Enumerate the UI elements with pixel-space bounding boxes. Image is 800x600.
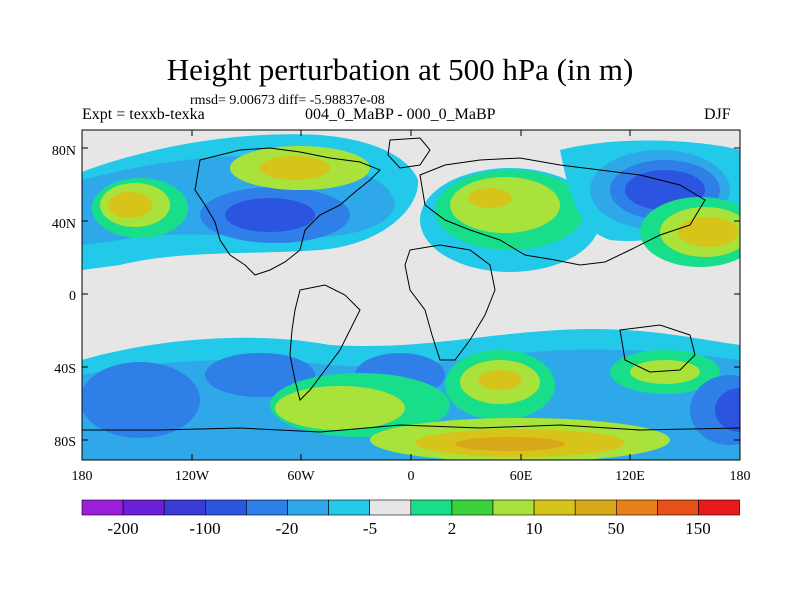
colorbar-swatch [410, 499, 453, 516]
contour-field [82, 130, 740, 460]
x-tick-label: 180 [730, 469, 751, 484]
x-tick-label: 120E [615, 469, 645, 484]
x-tick-label: 60W [287, 469, 315, 484]
x-axis-labels: 180 120W 60W 0 60E 120E 180 [72, 469, 751, 484]
coast-antarctica [82, 424, 740, 433]
colorbar-swatch [328, 499, 371, 516]
colorbar-swatch [163, 499, 206, 516]
contour-nh-low-2 [225, 198, 315, 232]
colorbar-label: 10 [526, 519, 543, 538]
contour-nh-arctic-high-2 [260, 156, 330, 180]
y-tick-label: 0 [69, 289, 76, 304]
colorbar-swatch [369, 499, 412, 516]
colorbar-label: 150 [685, 519, 711, 538]
rmsd-stats: rmsd= 9.00673 diff= -5.98837e-08 [190, 93, 385, 108]
colorbar-swatch [287, 499, 329, 516]
coast-eurasia [419, 157, 706, 266]
x-tick-label: 0 [408, 469, 415, 484]
contour-sh-high-2c [478, 370, 522, 390]
colorbar-swatch [451, 499, 494, 516]
colorbar-label: -100 [189, 519, 220, 538]
coast-africa [404, 244, 496, 361]
contour-sh-low-east-2 [715, 388, 740, 432]
colorbar-label: 2 [448, 519, 457, 538]
colorbar-swatch [657, 499, 699, 516]
colorbar-swatch [205, 499, 247, 516]
colorbar-label: -20 [276, 519, 299, 538]
colorbar-label: -200 [107, 519, 138, 538]
y-tick-label: 40N [52, 217, 76, 232]
axis-ticks [81, 130, 741, 460]
colorbar-swatch [615, 499, 658, 516]
colorbar-label: -5 [363, 519, 377, 538]
contour-nh-high-pacific-3 [108, 192, 152, 218]
contour-sh-high-3b [630, 360, 700, 384]
colorbar-swatch [81, 499, 124, 516]
coastlines [82, 137, 740, 433]
x-tick-label: 180 [72, 469, 93, 484]
experiment-label: Expt = texxb-texka [82, 106, 205, 123]
y-axis-labels: 80N 40N 0 40S 80S [52, 144, 76, 450]
contour-antarctic-high-3 [455, 437, 565, 451]
colorbar-swatch [246, 499, 288, 516]
colorbar-label: 50 [608, 519, 625, 538]
colorbar-swatch [574, 499, 617, 516]
colorbar-swatch [492, 499, 535, 516]
y-tick-label: 80N [52, 144, 76, 159]
coast-greenland [387, 137, 431, 169]
x-tick-label: 60E [510, 469, 533, 484]
coast-south-america [289, 284, 361, 401]
colorbar [81, 499, 740, 516]
contour-sh-low-west [82, 362, 200, 438]
contour-npac-high-3 [678, 217, 738, 247]
map-title: Height perturbation at 500 hPa (in m) [166, 52, 634, 87]
y-tick-label: 40S [54, 362, 76, 377]
coast-north-america [194, 147, 381, 276]
x-tick-label: 120W [175, 469, 210, 484]
contour-sh-high-1b [275, 386, 405, 430]
time-difference-label: 004_0_MaBP - 000_0_MaBP [305, 106, 496, 123]
coast-australia [619, 324, 696, 373]
colorbar-swatch [698, 499, 740, 516]
colorbar-swatch [122, 499, 165, 516]
colorbar-swatch [533, 499, 576, 516]
contour-eurasia-high-4 [468, 188, 512, 208]
season-label: DJF [704, 106, 731, 123]
y-tick-label: 80S [54, 435, 76, 450]
colorbar-labels: -200 -100 -20 -5 2 10 50 150 [107, 519, 710, 538]
contour-sh-low-central [205, 353, 315, 397]
